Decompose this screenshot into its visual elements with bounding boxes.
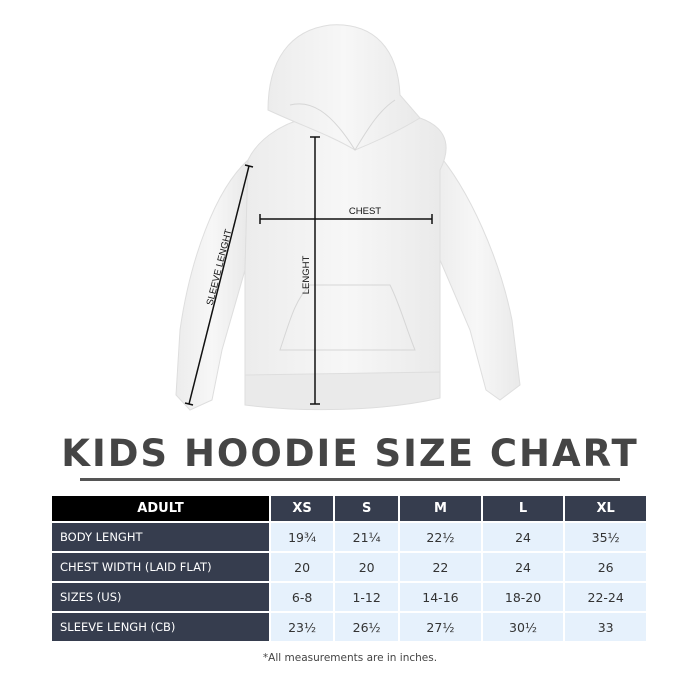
table-cell: 19¾ [271,523,334,551]
table-cell: 22½ [400,523,481,551]
table-row: CHEST WIDTH (LAID FLAT) 20 20 22 24 26 [52,553,646,581]
header-size: M [400,496,481,521]
row-label: SLEEVE LENGH (CB) [52,613,269,641]
table-cell: 6-8 [271,583,334,611]
table-row: BODY LENGHT 19¾ 21¼ 22½ 24 35½ [52,523,646,551]
length-label: LENGHT [301,256,312,295]
page-title: KIDS HOODIE SIZE CHART [61,432,639,475]
table-cell: 27½ [400,613,481,641]
table-cell: 26½ [335,613,399,641]
table-row: SIZES (US) 6-8 1-12 14-16 18-20 22-24 [52,583,646,611]
table-header-row: ADULT XS S M L XL [52,496,646,521]
header-size: XL [565,496,646,521]
row-label: SIZES (US) [52,583,269,611]
table-cell: 21¼ [335,523,399,551]
table-cell: 35½ [565,523,646,551]
table-row: SLEEVE LENGH (CB) 23½ 26½ 27½ 30½ 33 [52,613,646,641]
row-label: CHEST WIDTH (LAID FLAT) [52,553,269,581]
table-cell: 30½ [482,613,564,641]
table-cell: 24 [482,523,564,551]
header-size: L [482,496,564,521]
table-cell: 23½ [271,613,334,641]
row-label: BODY LENGHT [52,523,269,551]
table-cell: 20 [271,553,334,581]
hoodie-illustration: CHEST LENGHT SLEEVE LENGHT [175,24,521,411]
sleeve-measure-line [188,165,250,405]
measure-lines [184,136,433,406]
table-cell: 33 [565,613,646,641]
header-corner: ADULT [52,496,269,521]
hoodie-shape [175,24,521,411]
table-cell: 24 [482,553,564,581]
measurement-note: *All measurements are in inches. [262,652,438,664]
table-cell: 26 [565,553,646,581]
table-cell: 14-16 [400,583,481,611]
header-size: XS [271,496,334,521]
chest-label: CHEST [349,206,381,217]
table-cell: 1-12 [335,583,399,611]
table-cell: 18-20 [482,583,564,611]
table-cell: 22 [400,553,481,581]
header-size: S [335,496,399,521]
table-cell: 20 [335,553,399,581]
size-table: ADULT XS S M L XL BODY LENGHT 19¾ 21¼ 22… [50,494,648,643]
title-underline [80,478,620,481]
table-cell: 22-24 [565,583,646,611]
